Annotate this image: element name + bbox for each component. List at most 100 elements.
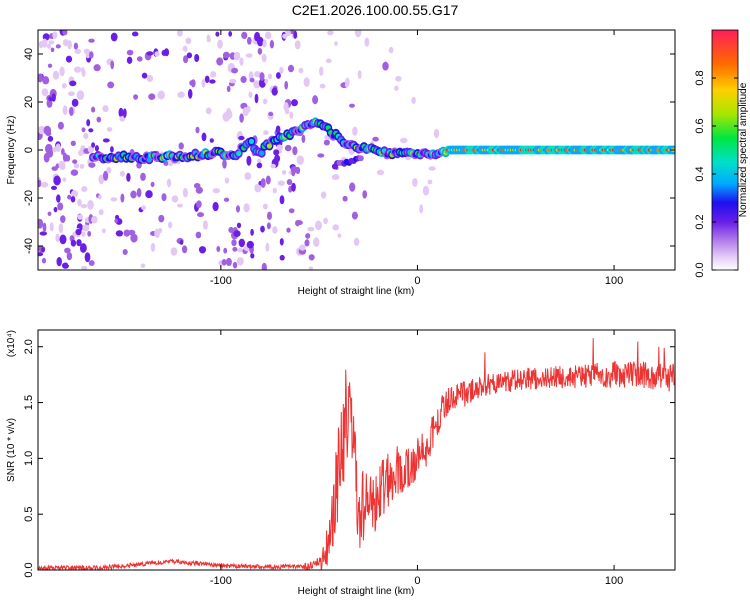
spectrogram-cell <box>122 249 128 255</box>
spectrogram-cell <box>238 135 245 141</box>
spectrogram-cell <box>87 200 94 210</box>
spectrogram-cell <box>91 142 96 148</box>
spectrogram-cell <box>56 256 62 267</box>
spectrogram-cell <box>262 98 268 105</box>
spectrogram-cell <box>79 163 85 169</box>
spectrogram-cell <box>288 208 295 214</box>
spectrogram-cell <box>133 94 139 100</box>
spectrogram-cell <box>281 170 287 175</box>
spectrogram-cell <box>39 231 48 236</box>
spectrogram-cell <box>249 77 255 83</box>
spectrogram-cell <box>244 172 252 180</box>
spectrogram-cell <box>217 39 223 49</box>
spectrogram-cell <box>106 166 112 174</box>
spectrogram-cell <box>247 36 252 45</box>
spectrogram-panel: -100 0 100 -40 -20 0 20 40 Height of straight … <box>6 29 676 297</box>
colorbar-gradient <box>711 29 739 271</box>
spectrogram-cell <box>88 38 95 43</box>
spectrogram-cell <box>141 205 147 211</box>
spectrogram-cell <box>250 228 254 236</box>
spectrogram-cell <box>323 139 330 146</box>
spectrogram-cell <box>296 155 304 165</box>
spectrogram-cell <box>286 227 291 233</box>
spectrogram-cell <box>56 194 61 203</box>
spectrogram-cell <box>239 113 244 123</box>
spectrogram-cell <box>93 64 101 72</box>
spectrogram-cell <box>261 262 267 270</box>
spectrogram-cell <box>225 257 232 267</box>
spectrogram-cell <box>323 217 328 225</box>
spectrogram-cell <box>279 238 284 246</box>
spectrogram-cell <box>141 72 148 79</box>
spectrogram-cell <box>148 93 156 100</box>
spectrogram-cell <box>59 162 66 171</box>
spectrogram-cell <box>84 252 91 263</box>
spectrogram-cell <box>91 106 96 113</box>
spectrogram-cell <box>270 163 276 169</box>
spectrogram-cell <box>349 182 356 192</box>
spectrogram-cell <box>80 204 88 209</box>
spectrogram-cell <box>274 154 281 163</box>
spectrogram-cell <box>223 247 228 254</box>
spectrogram-cell <box>351 211 358 220</box>
spectrogram-cell <box>411 96 416 105</box>
spectrogram-cell <box>77 198 82 207</box>
spectrogram-cell <box>106 127 113 132</box>
x-tick-label: -100 <box>210 575 232 587</box>
x-tick-label: 0 <box>414 575 420 587</box>
spectrogram-cell <box>195 126 200 134</box>
spectrogram-cell <box>194 53 200 63</box>
spectrogram-cell <box>236 257 244 266</box>
spectrogram-cell <box>131 31 139 37</box>
spectrogram-cell <box>42 222 47 233</box>
snr-panel: -100 0 100 0.0 0.5 1.0 1.5 2.0 Height of strai… <box>6 329 676 597</box>
spectrogram-cell <box>265 242 270 252</box>
spectrogram-cell <box>62 177 67 182</box>
spectrogram-cell <box>291 182 296 192</box>
spectrogram-cell <box>50 47 55 53</box>
spectrogram-cell <box>272 226 278 234</box>
spectrogram-cell <box>79 243 87 253</box>
spectrogram-cell <box>73 42 79 50</box>
spectrogram-cell <box>47 211 52 216</box>
spectrogram-cell <box>70 196 76 203</box>
spectrogram-cell <box>272 187 277 194</box>
spectrogram-cell <box>308 266 314 270</box>
spectrogram-cell <box>52 70 60 80</box>
spectrogram-cell <box>51 185 57 191</box>
y-tick-label: 0 <box>23 147 35 153</box>
spectrogram-cell <box>51 93 56 102</box>
spectrogram-cell <box>110 60 115 70</box>
y-tick-label: 0.0 <box>23 562 35 577</box>
spectrogram-cell <box>246 155 252 166</box>
spectrogram-cell <box>209 138 214 143</box>
spectrogram-cell <box>62 30 68 36</box>
spectrogram-cell <box>98 174 105 185</box>
spectrogram-cell <box>88 162 96 168</box>
spectrogram-cell <box>286 179 293 186</box>
spectrogram-cell <box>243 203 250 213</box>
spectrogram-cell <box>166 178 172 188</box>
spectrogram-cell <box>264 78 269 84</box>
spectrogram-cell <box>271 87 278 96</box>
spectrogram-cell <box>61 148 65 155</box>
y-tick-label: 1.5 <box>23 395 35 410</box>
spectrogram-cell <box>110 197 118 202</box>
spectrogram-cell <box>38 179 42 188</box>
spectrogram-cell <box>313 237 320 247</box>
spectrogram-cell <box>81 68 86 77</box>
spectrogram-cell <box>292 146 298 156</box>
spectrogram-cell <box>122 108 127 118</box>
spectrogram-cell <box>55 233 60 243</box>
spectrogram-cell <box>77 214 84 220</box>
spectrogram-cell <box>210 71 217 78</box>
spectrogram-cell <box>58 223 64 234</box>
spectrogram-cell <box>275 125 281 134</box>
spectrogram-cell <box>216 57 224 66</box>
spectrogram-cell <box>81 186 88 192</box>
spectrogram-cell <box>80 265 88 270</box>
spectrogram-cell <box>140 263 146 268</box>
spectrogram-cell <box>284 108 290 115</box>
spectrogram-cell <box>88 260 95 267</box>
spectrogram-cell <box>60 215 66 223</box>
